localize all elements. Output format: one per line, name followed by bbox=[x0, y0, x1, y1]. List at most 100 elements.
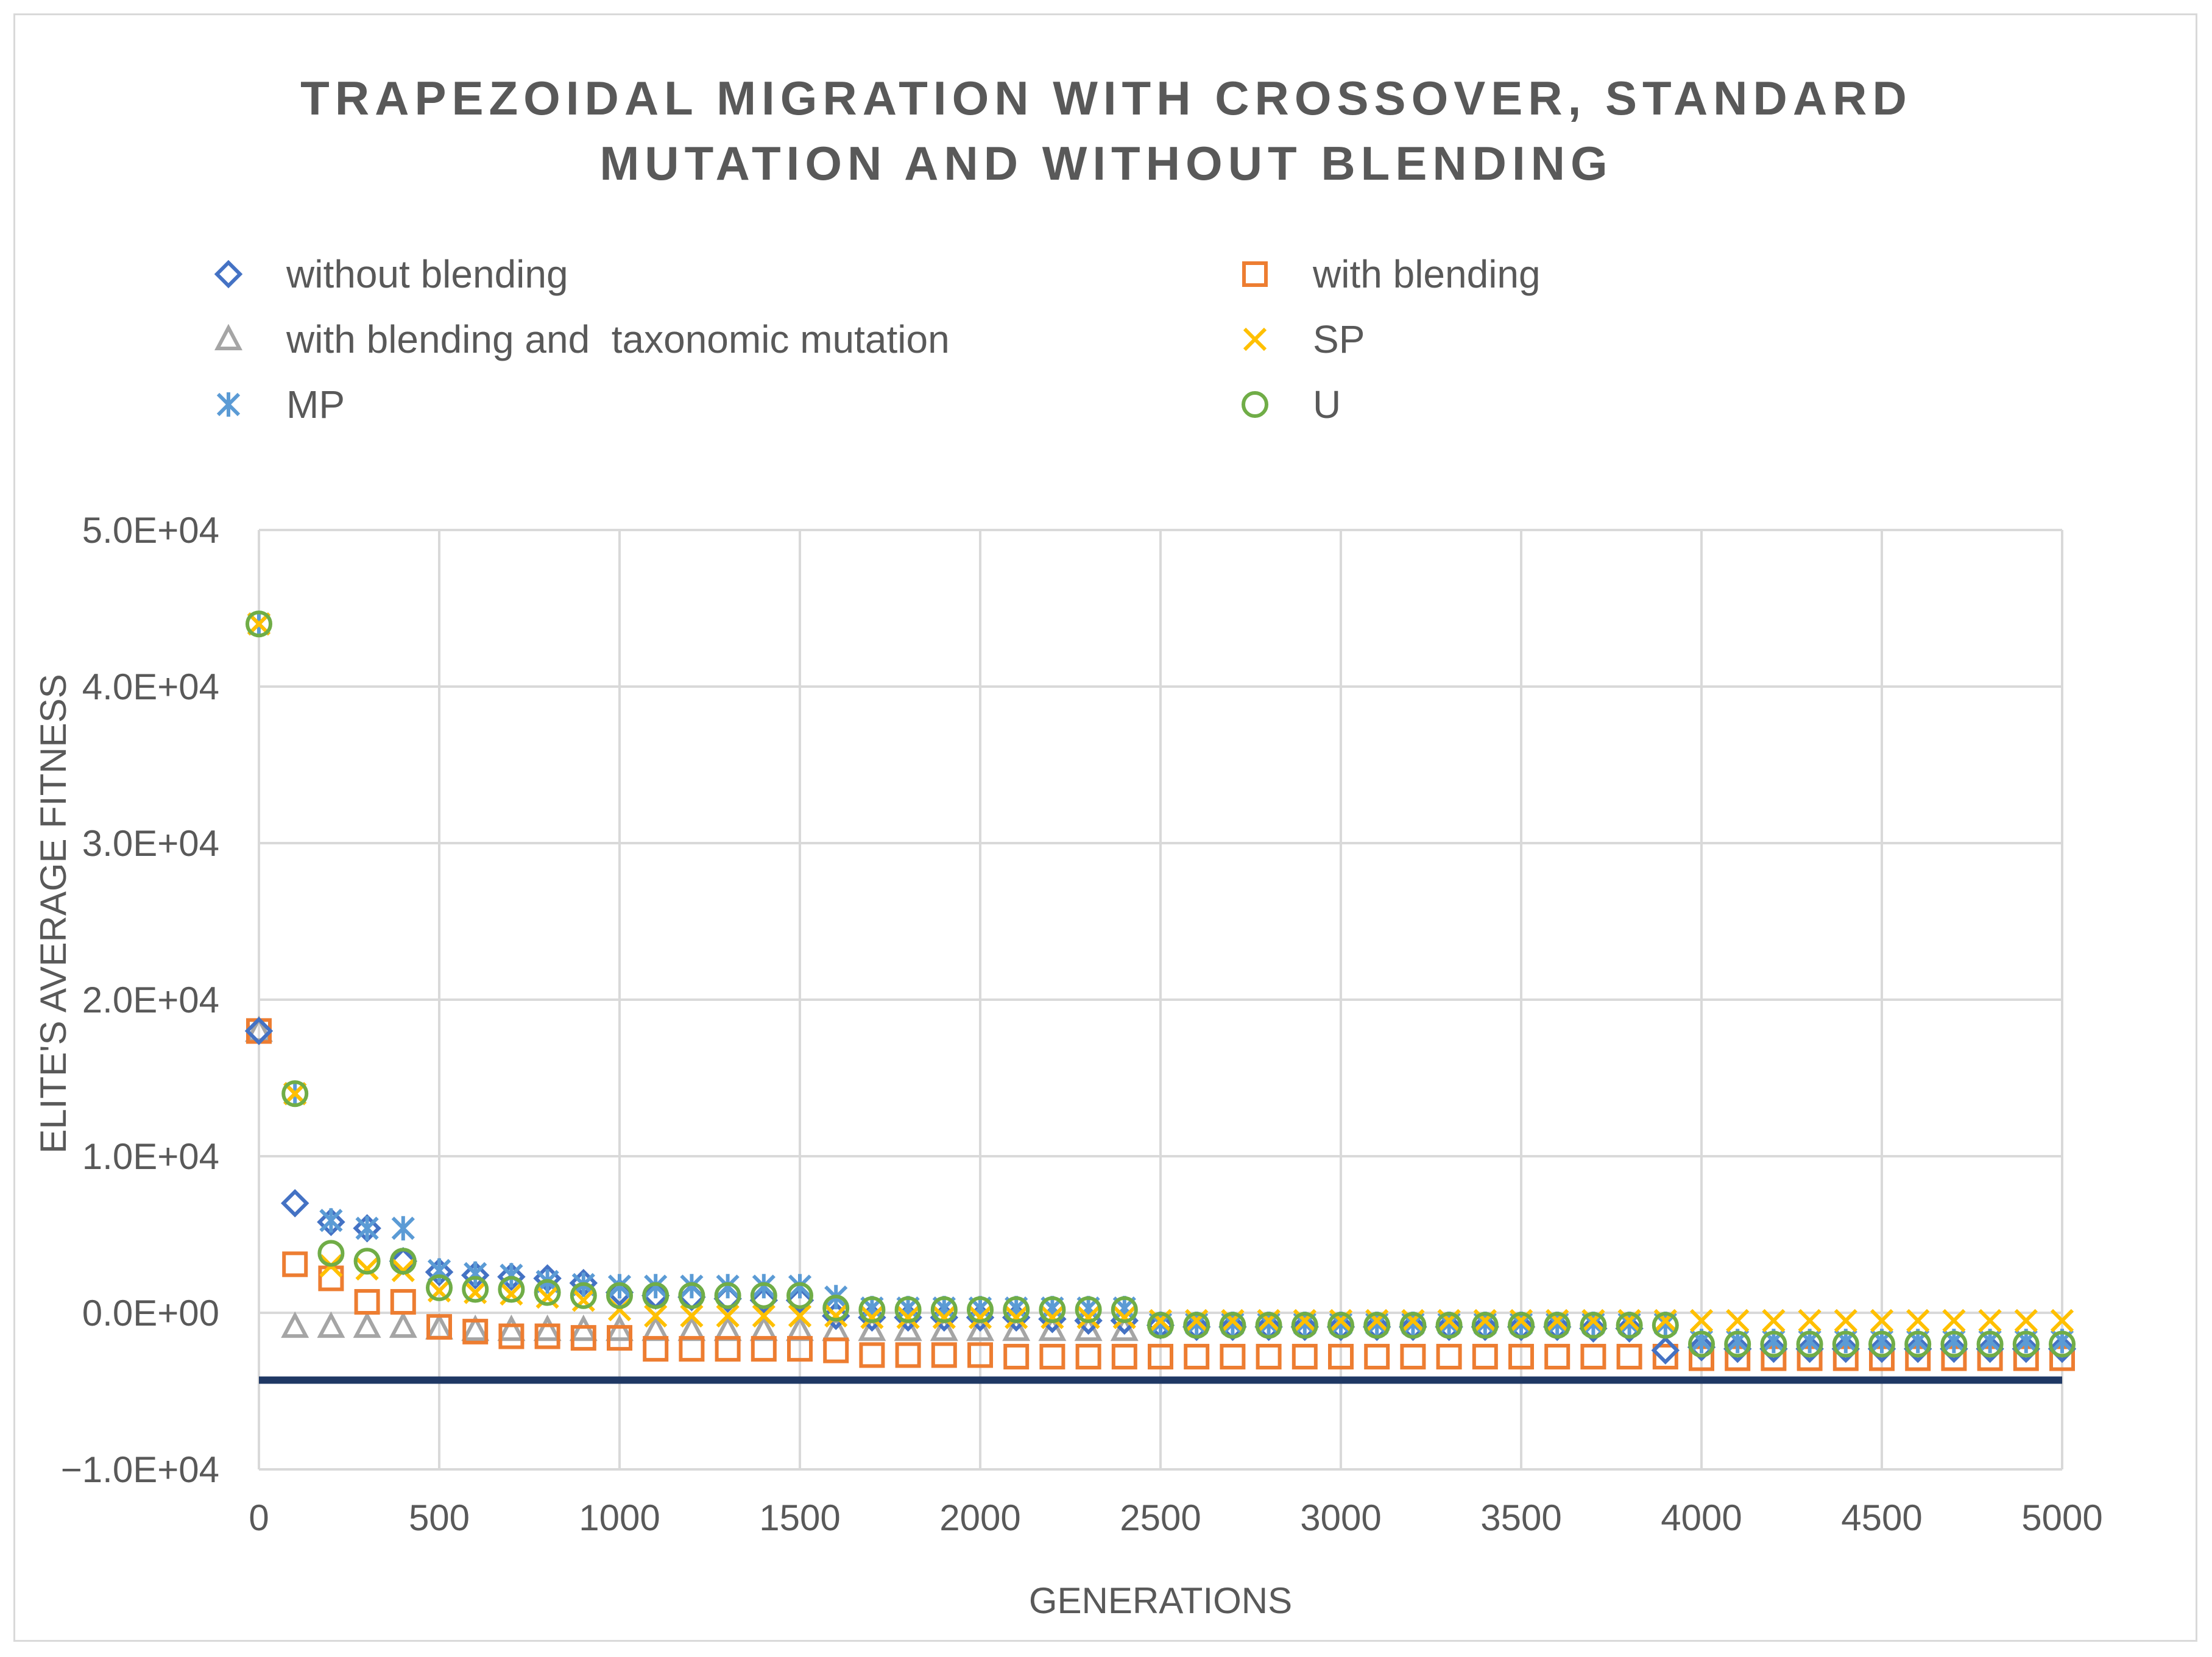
data-point bbox=[1868, 1330, 1895, 1358]
data-point bbox=[1221, 1309, 1245, 1332]
data-point bbox=[786, 1282, 813, 1309]
data-point bbox=[1401, 1309, 1425, 1332]
y-tick-label: 2.0E+04 bbox=[82, 980, 219, 1020]
data-point bbox=[534, 1279, 561, 1306]
data-point bbox=[317, 1240, 345, 1267]
legend-label-without-blending: without blending bbox=[286, 252, 568, 296]
data-point bbox=[824, 1304, 848, 1328]
data-point bbox=[533, 1314, 562, 1341]
data-point bbox=[1437, 1309, 1461, 1332]
data-point bbox=[389, 1248, 417, 1275]
data-point bbox=[1580, 1312, 1607, 1339]
data-point bbox=[1579, 1314, 1608, 1343]
data-point bbox=[1075, 1296, 1102, 1323]
x-tick-label: 1500 bbox=[759, 1497, 840, 1538]
data-point bbox=[1508, 1312, 1535, 1339]
data-point bbox=[714, 1282, 741, 1309]
x-tick-label: 3000 bbox=[1300, 1497, 1381, 1538]
data-point bbox=[425, 1257, 454, 1287]
data-point bbox=[1038, 1314, 1067, 1341]
legend-marker-asterisk bbox=[216, 392, 241, 417]
data-point bbox=[1291, 1312, 1318, 1339]
data-point bbox=[1651, 1336, 1680, 1365]
data-point bbox=[860, 1305, 884, 1329]
data-point bbox=[788, 1274, 812, 1299]
data-point bbox=[787, 1336, 813, 1362]
legend-item-mp: MP bbox=[216, 383, 345, 426]
data-point bbox=[2012, 1330, 2040, 1358]
data-point bbox=[607, 1325, 632, 1351]
legend-item-without-blending: without blending bbox=[214, 252, 568, 296]
legend-item-sp: SP bbox=[1243, 317, 1365, 361]
data-point bbox=[967, 1342, 993, 1368]
data-point bbox=[498, 1276, 525, 1303]
data-point bbox=[497, 1262, 526, 1291]
data-point bbox=[281, 1311, 309, 1338]
legend-marker-circle bbox=[1242, 391, 1268, 418]
data-point bbox=[680, 1304, 704, 1328]
data-point bbox=[1002, 1314, 1031, 1341]
data-point bbox=[1256, 1343, 1282, 1369]
data-point bbox=[752, 1304, 776, 1328]
data-point bbox=[1327, 1312, 1354, 1339]
y-tick-label: 0.0E+00 bbox=[82, 1293, 219, 1334]
data-point bbox=[355, 1216, 379, 1241]
data-point bbox=[1183, 1312, 1210, 1339]
data-point bbox=[752, 1274, 776, 1299]
data-point bbox=[1724, 1330, 1751, 1358]
data-point bbox=[1184, 1343, 1210, 1369]
series-circle bbox=[246, 610, 2076, 1358]
data-point bbox=[280, 1189, 309, 1218]
x-axis-title: GENERATIONS bbox=[1029, 1580, 1292, 1621]
y-tick-label: 5.0E+04 bbox=[82, 510, 219, 551]
data-point bbox=[1940, 1334, 1968, 1363]
legend-item-with-blending: with blending bbox=[1242, 252, 1541, 296]
data-point bbox=[1688, 1330, 1715, 1358]
data-point bbox=[1760, 1330, 1787, 1358]
data-point bbox=[644, 1274, 668, 1299]
y-axis-title: ELITE'S AVERAGE FITNESS bbox=[33, 674, 74, 1153]
y-tick-label: 4.0E+04 bbox=[82, 666, 219, 707]
data-point bbox=[1041, 1305, 1064, 1329]
x-axis-tick-labels: 0 500 1000 1500 2000 2500 3000 3500 4000 4500 5000 bbox=[249, 1497, 2102, 1538]
data-point bbox=[317, 1311, 345, 1338]
data-point bbox=[1003, 1296, 1030, 1323]
data-point bbox=[1399, 1312, 1427, 1339]
data-point bbox=[1509, 1309, 1533, 1332]
legend-marker-shape bbox=[214, 323, 242, 350]
legend-marker-diamond bbox=[214, 260, 243, 289]
data-point bbox=[1723, 1334, 1752, 1363]
y-axis-tick-labels: −1.0E+04 0.0E+00 1.0E+04 2.0E+04 3.0E+04 4.0E… bbox=[61, 510, 219, 1490]
data-point bbox=[569, 1314, 598, 1341]
data-point bbox=[1257, 1309, 1281, 1332]
data-point bbox=[1436, 1343, 1462, 1369]
data-point bbox=[642, 1282, 670, 1309]
data-point bbox=[821, 1301, 850, 1330]
data-point bbox=[246, 610, 272, 638]
legend-label-mp: MP bbox=[286, 383, 345, 426]
data-point bbox=[1904, 1330, 1932, 1358]
data-point bbox=[822, 1295, 850, 1322]
data-point bbox=[1111, 1343, 1137, 1369]
data-point bbox=[1652, 1312, 1679, 1339]
x-tick-label: 2000 bbox=[939, 1497, 1020, 1538]
data-point bbox=[1364, 1343, 1390, 1369]
data-point bbox=[535, 1285, 559, 1309]
data-point bbox=[750, 1282, 777, 1309]
x-tick-label: 0 bbox=[249, 1497, 269, 1538]
data-point bbox=[390, 1289, 416, 1315]
data-point bbox=[1148, 1309, 1173, 1332]
data-point bbox=[1328, 1343, 1354, 1369]
data-point bbox=[1076, 1305, 1100, 1329]
data-point bbox=[353, 1311, 381, 1338]
data-point bbox=[1759, 1334, 1788, 1363]
legend-marker-shape bbox=[216, 392, 241, 417]
data-point bbox=[1472, 1343, 1498, 1369]
legend-label-sp: SP bbox=[1313, 317, 1365, 361]
data-point bbox=[318, 1265, 344, 1291]
data-point bbox=[930, 1296, 958, 1323]
data-point bbox=[1075, 1343, 1101, 1369]
legend-label-u: U bbox=[1313, 383, 1341, 426]
legend-marker-shape bbox=[1242, 391, 1268, 418]
